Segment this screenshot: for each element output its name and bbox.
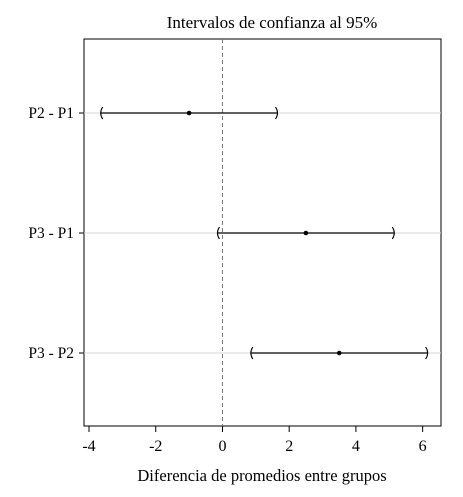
estimate-point (186, 110, 192, 116)
interval-upper-cap (275, 106, 279, 120)
x-tick-label: 2 (285, 438, 293, 455)
y-tick-label: P2 - P1 (28, 105, 74, 122)
interval-upper-cap (391, 226, 395, 240)
x-axis-label: Diferencia de promedios entre grupos (137, 466, 386, 485)
interval-upper-cap (425, 346, 429, 360)
y-axis-ticks: P2 - P1 P3 - P1 P3 - P2 (28, 105, 84, 362)
interval-lower-cap (100, 106, 104, 120)
x-tick-label: -2 (149, 438, 162, 455)
x-tick-label: -4 (82, 438, 95, 455)
x-tick-label: 4 (352, 438, 360, 455)
interval-lower-cap (216, 226, 220, 240)
interval-series (100, 106, 429, 360)
x-axis-ticks: -4 -2 0 2 4 6 (82, 426, 427, 455)
y-tick-label: P3 - P2 (28, 345, 74, 362)
interval-lower-cap (250, 346, 254, 360)
x-tick-label: 6 (419, 438, 427, 455)
y-tick-label: P3 - P1 (28, 225, 74, 242)
estimate-point (303, 230, 309, 236)
x-tick-label: 0 (218, 438, 226, 455)
chart-title: Intervalos de confianza al 95% (167, 13, 378, 32)
estimate-point (336, 350, 342, 356)
